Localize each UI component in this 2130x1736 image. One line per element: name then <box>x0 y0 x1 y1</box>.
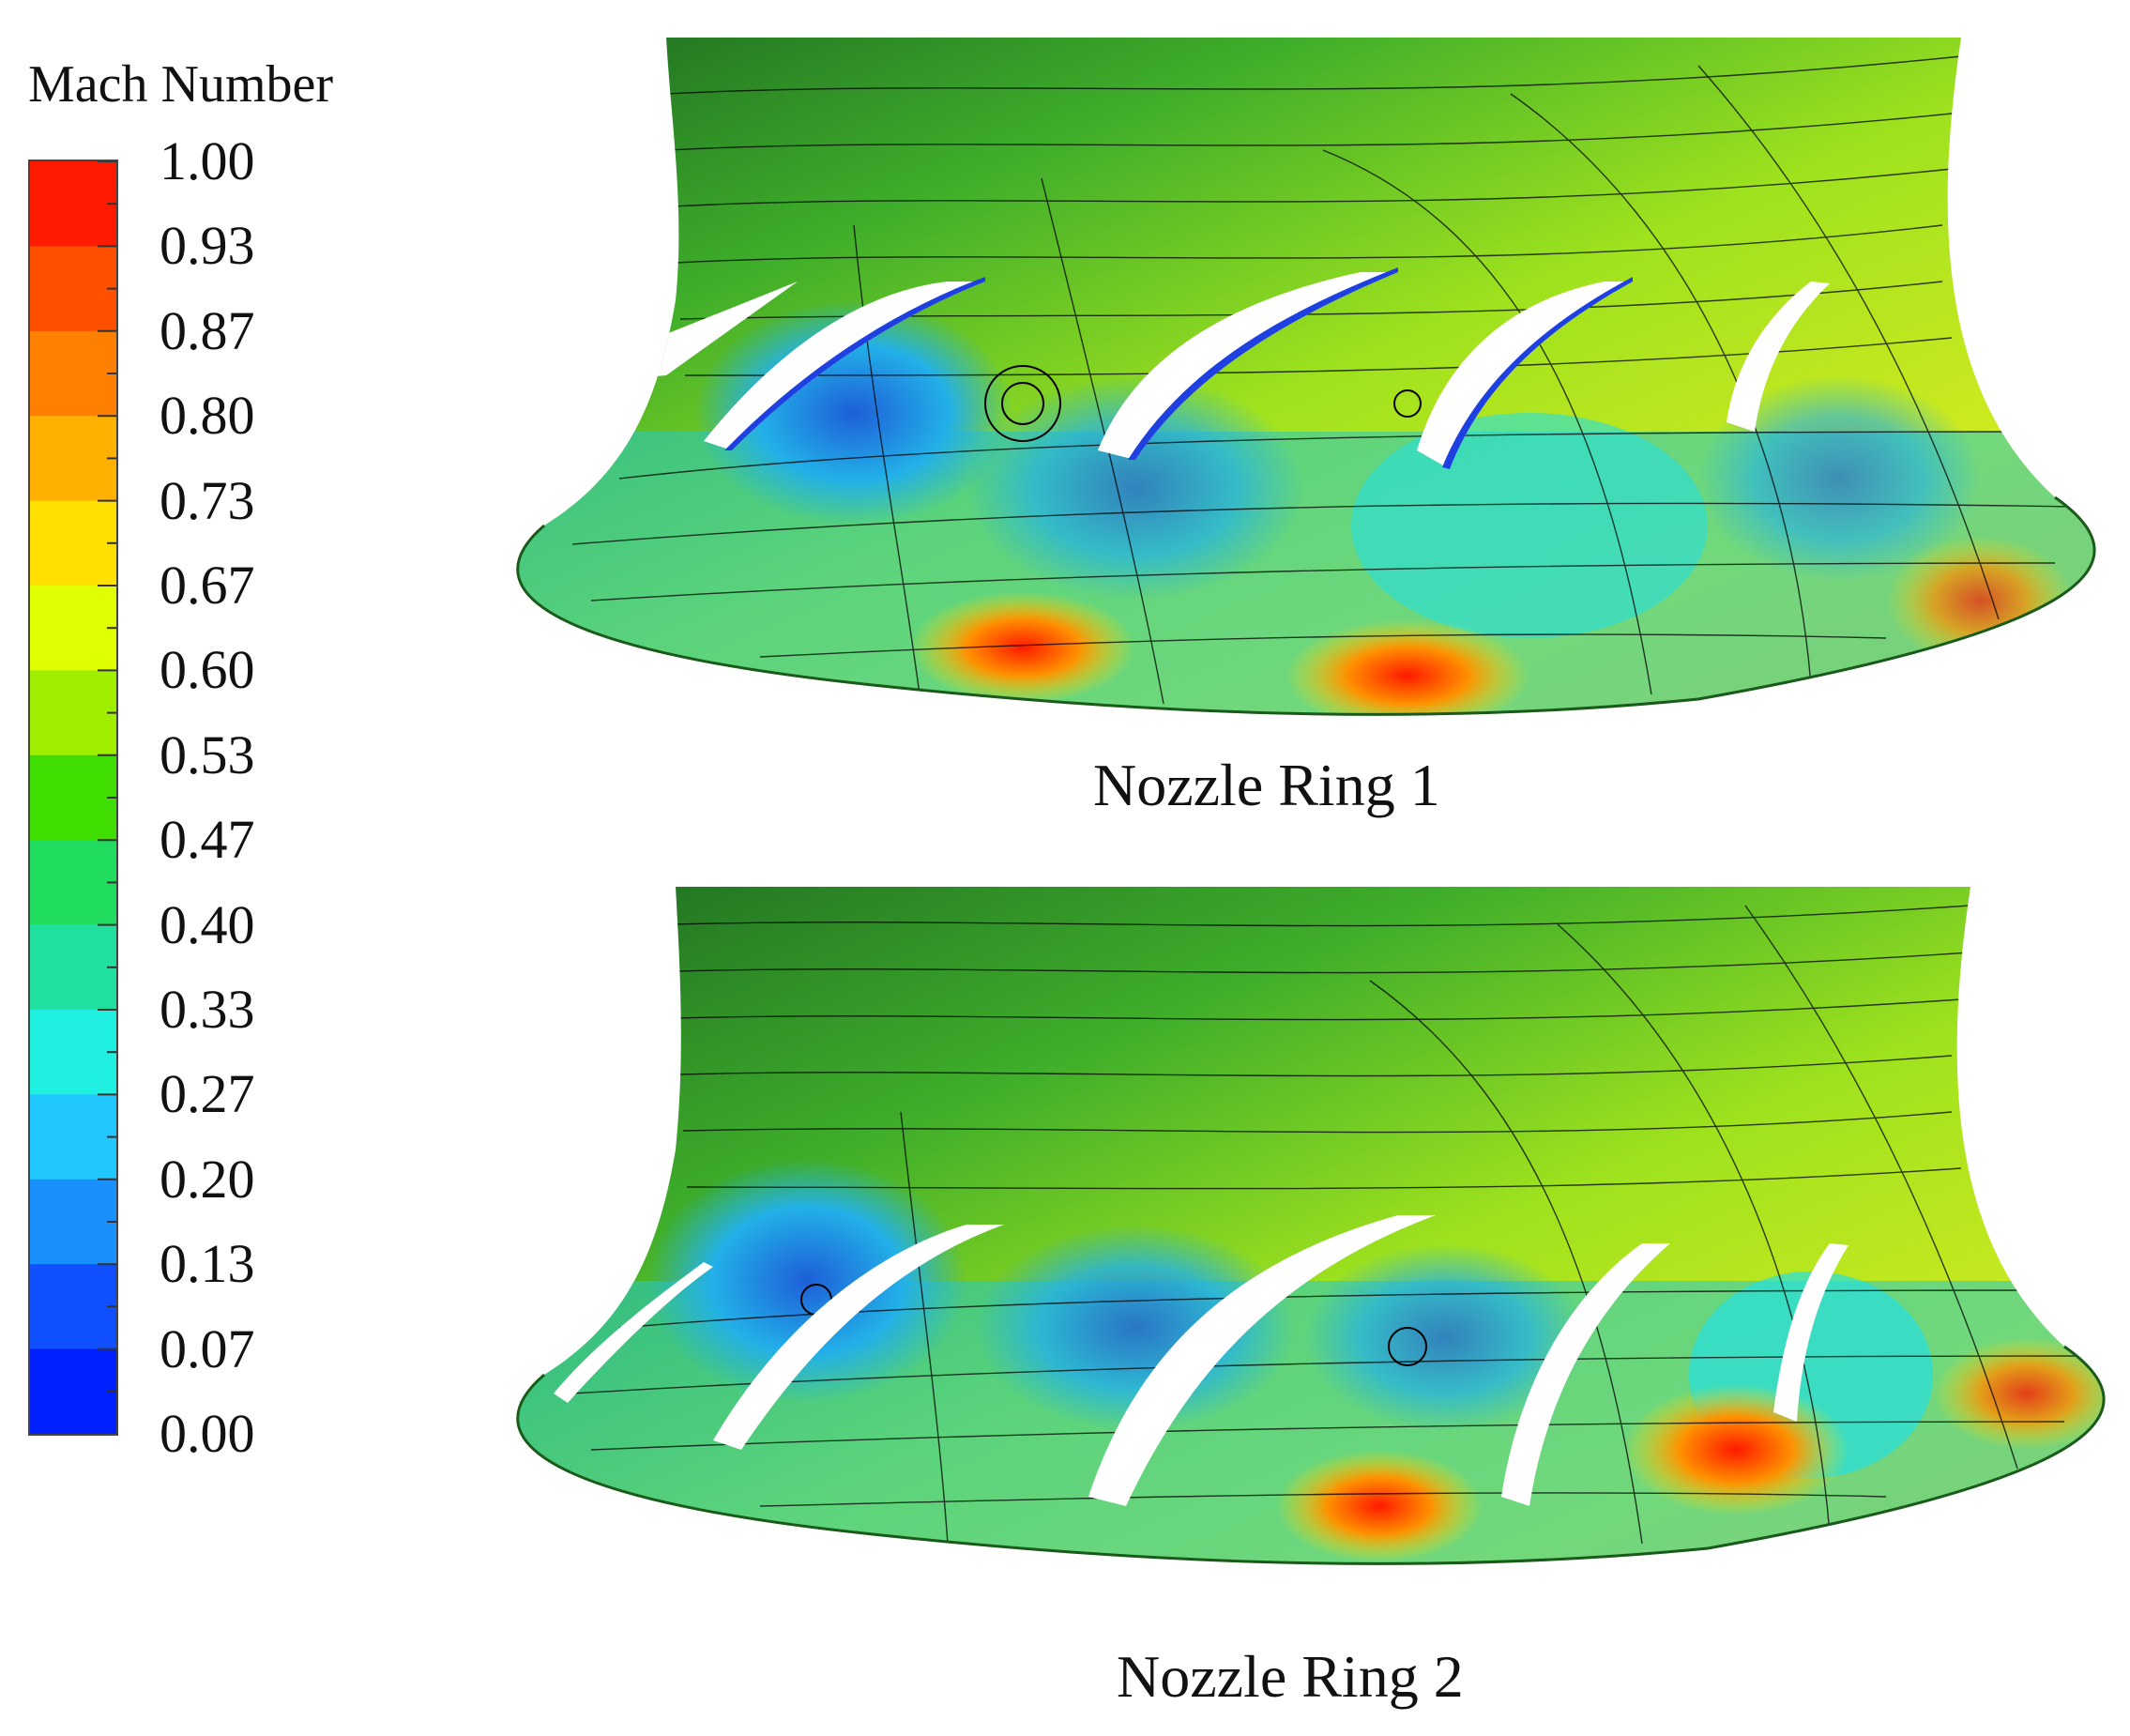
legend-tick-label: 0.67 <box>160 555 255 616</box>
nozzle-ring-2-caption: Nozzle Ring 2 <box>1117 1643 1464 1710</box>
legend-tick-label: 0.33 <box>160 979 255 1040</box>
legend-tick-label: 0.47 <box>160 809 255 871</box>
legend-tick-label: 0.73 <box>160 469 255 531</box>
legend-color-band <box>30 670 116 756</box>
legend-color-band <box>30 416 116 502</box>
legend-tick-label: 0.07 <box>160 1317 255 1379</box>
legend-color-band <box>30 246 116 332</box>
legend-color-band <box>30 1348 116 1434</box>
legend-tick-label: 0.93 <box>160 215 255 277</box>
legend-tick-label: 0.87 <box>160 299 255 361</box>
legend-color-band <box>30 1010 116 1095</box>
legend-tick-label: 0.53 <box>160 723 255 785</box>
legend-tick-label: 0.27 <box>160 1063 255 1125</box>
legend-color-band <box>30 1179 116 1265</box>
nozzle-ring-1-caption: Nozzle Ring 1 <box>1093 752 1440 818</box>
legend-title: Mach Number <box>28 55 334 114</box>
legend-tick-label: 1.00 <box>160 130 255 191</box>
nozzle-ring-2-contour <box>479 887 2121 1581</box>
legend-color-band <box>30 1264 116 1350</box>
legend-color-band <box>30 330 116 417</box>
legend-color-band <box>30 586 116 671</box>
legend-color-band <box>30 1094 116 1180</box>
legend-color-band <box>30 500 116 586</box>
legend-color-band <box>30 161 116 247</box>
legend-tick-label: 0.60 <box>160 639 255 701</box>
legend-tick-label: 0.13 <box>160 1233 255 1295</box>
legend-tick-label: 0.00 <box>160 1403 255 1464</box>
legend-tick-label: 0.80 <box>160 385 255 447</box>
legend-tick-label: 0.40 <box>160 893 255 955</box>
nozzle-ring-1-contour <box>479 38 2121 732</box>
legend-color-band <box>30 754 116 841</box>
color-scale-bar <box>28 160 118 1436</box>
legend-tick-label: 0.20 <box>160 1148 255 1210</box>
legend-color-band <box>30 840 116 926</box>
legend-color-band <box>30 924 116 1011</box>
